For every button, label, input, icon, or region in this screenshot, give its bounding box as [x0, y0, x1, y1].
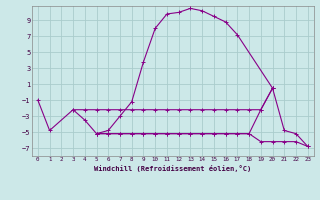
X-axis label: Windchill (Refroidissement éolien,°C): Windchill (Refroidissement éolien,°C): [94, 165, 252, 172]
